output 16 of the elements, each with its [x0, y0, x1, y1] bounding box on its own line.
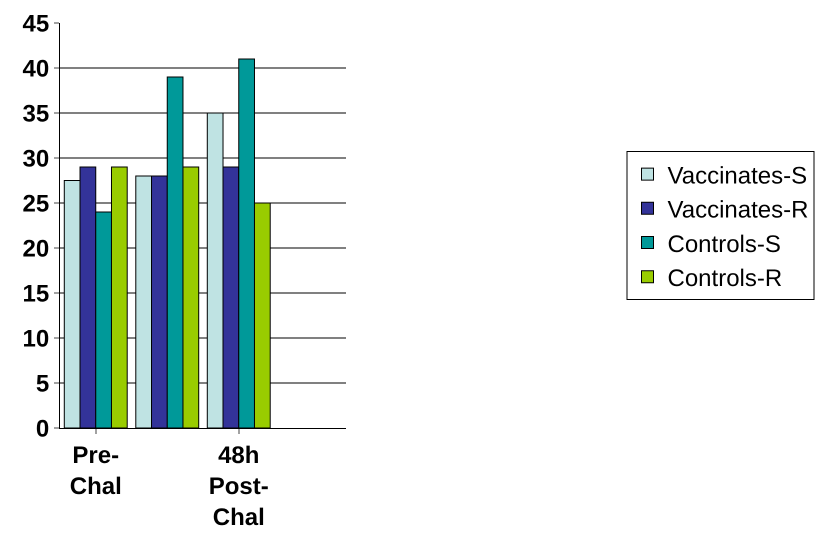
y-tick-label: 30 [22, 145, 50, 172]
legend-label: Controls-S [668, 230, 781, 258]
y-tick-label: 20 [22, 235, 50, 262]
y-tick-label: 25 [22, 190, 50, 218]
y-tick-label: 0 [36, 415, 50, 442]
y-tick-label: 35 [22, 100, 50, 128]
x-tick-label: 48h Post-Chal [208, 442, 269, 532]
x-tick-label: Pre-Chal [70, 442, 122, 500]
legend-label: Controls-R [668, 265, 782, 292]
y-tick-label: 10 [22, 325, 50, 352]
legend-label: Vaccinates-R [668, 196, 808, 224]
legend-label: Vaccinates-S [668, 162, 808, 190]
y-tick-label: 40 [22, 55, 50, 82]
y-tick-label: 5 [36, 370, 50, 398]
y-tick-label: 45 [22, 10, 50, 38]
y-tick-label: 15 [22, 280, 50, 308]
